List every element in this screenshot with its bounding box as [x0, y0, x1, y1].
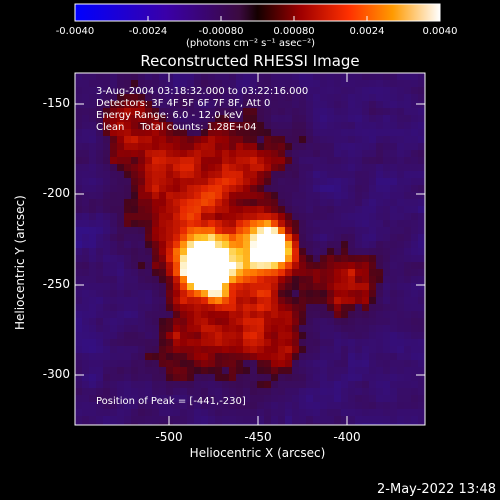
y-tick-label: -300: [42, 367, 70, 381]
x-tick-label: -500: [155, 430, 183, 444]
annotation-time-range: 3-Aug-2004 03:18:32.000 to 03:22:16.000: [96, 86, 309, 97]
rhessi-image: [75, 73, 425, 425]
annotation-energy-range: Energy Range: 6.0 - 12.0 keV: [96, 110, 243, 121]
axis-ticks: [75, 73, 425, 425]
colorbar-tick-label: -0.0040: [55, 26, 95, 37]
x-tick-label: -450: [244, 430, 272, 444]
plot-title: Reconstructed RHESSI Image: [140, 52, 360, 70]
colorbar-tick-label: 0.00080: [273, 26, 315, 37]
y-tick-label: -200: [42, 186, 70, 200]
y-tick-label: -150: [42, 96, 70, 110]
annotation-clean-counts: Clean Total counts: 1.28E+04: [96, 122, 257, 133]
colorbar-tick-label: 0.0040: [422, 26, 458, 37]
timestamp: 2-May-2022 13:48: [377, 482, 496, 497]
colorbar-ticks: [74, 16, 441, 21]
annotation-detectors: Detectors: 3F 4F 5F 6F 7F 8F, Att 0: [96, 98, 271, 109]
colorbar-title: (photons cm⁻² s⁻¹ asec⁻²): [186, 38, 316, 49]
plot-frame: [74, 72, 426, 426]
x-tick-label: -400: [333, 430, 361, 444]
colorbar-tick-label: 0.0024: [349, 26, 385, 37]
colorbar-tick-label: -0.00080: [198, 26, 244, 37]
peak-position-label: Position of Peak = [-441,-230]: [96, 396, 246, 407]
y-tick-label: -250: [42, 277, 70, 291]
y-axis-title: Heliocentric Y (arcsec): [13, 195, 27, 330]
x-axis-title: Heliocentric X (arcsec): [189, 446, 326, 460]
colorbar-tick-label: -0.0024: [128, 26, 168, 37]
colorbar: [74, 3, 441, 22]
